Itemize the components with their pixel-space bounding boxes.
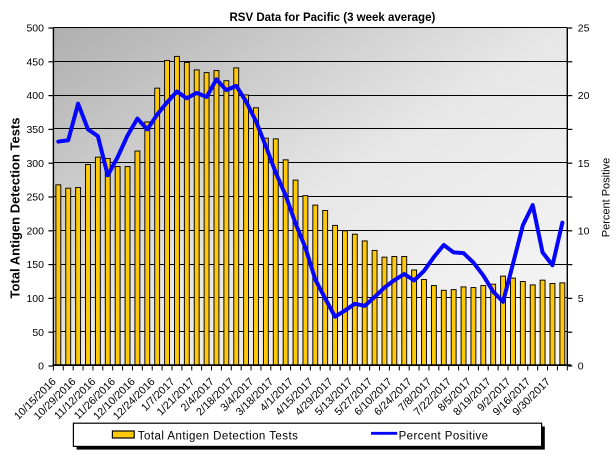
svg-text:Total Antigen Detection Tests: Total Antigen Detection Tests [7,117,22,298]
svg-text:10: 10 [578,225,590,237]
svg-text:0: 0 [38,361,44,373]
svg-text:450: 450 [26,56,44,68]
svg-text:Percent Positive: Percent Positive [601,158,613,237]
svg-text:5: 5 [578,293,584,305]
svg-text:Total Antigen Detection Tests: Total Antigen Detection Tests [138,430,299,442]
svg-text:RSV Data for Pacific (3 week a: RSV Data for Pacific (3 week average) [229,12,435,24]
svg-text:25: 25 [578,23,590,35]
svg-text:20: 20 [578,90,590,102]
svg-text:400: 400 [26,90,44,102]
svg-text:100: 100 [26,293,44,305]
svg-text:15: 15 [578,158,590,170]
svg-text:500: 500 [26,23,44,35]
svg-text:50: 50 [32,327,44,339]
svg-text:150: 150 [26,259,44,271]
svg-text:Percent Positive: Percent Positive [399,430,489,442]
svg-text:200: 200 [26,225,44,237]
svg-text:350: 350 [26,124,44,136]
svg-text:250: 250 [26,192,44,204]
svg-text:300: 300 [26,158,44,170]
svg-text:0: 0 [578,361,584,373]
